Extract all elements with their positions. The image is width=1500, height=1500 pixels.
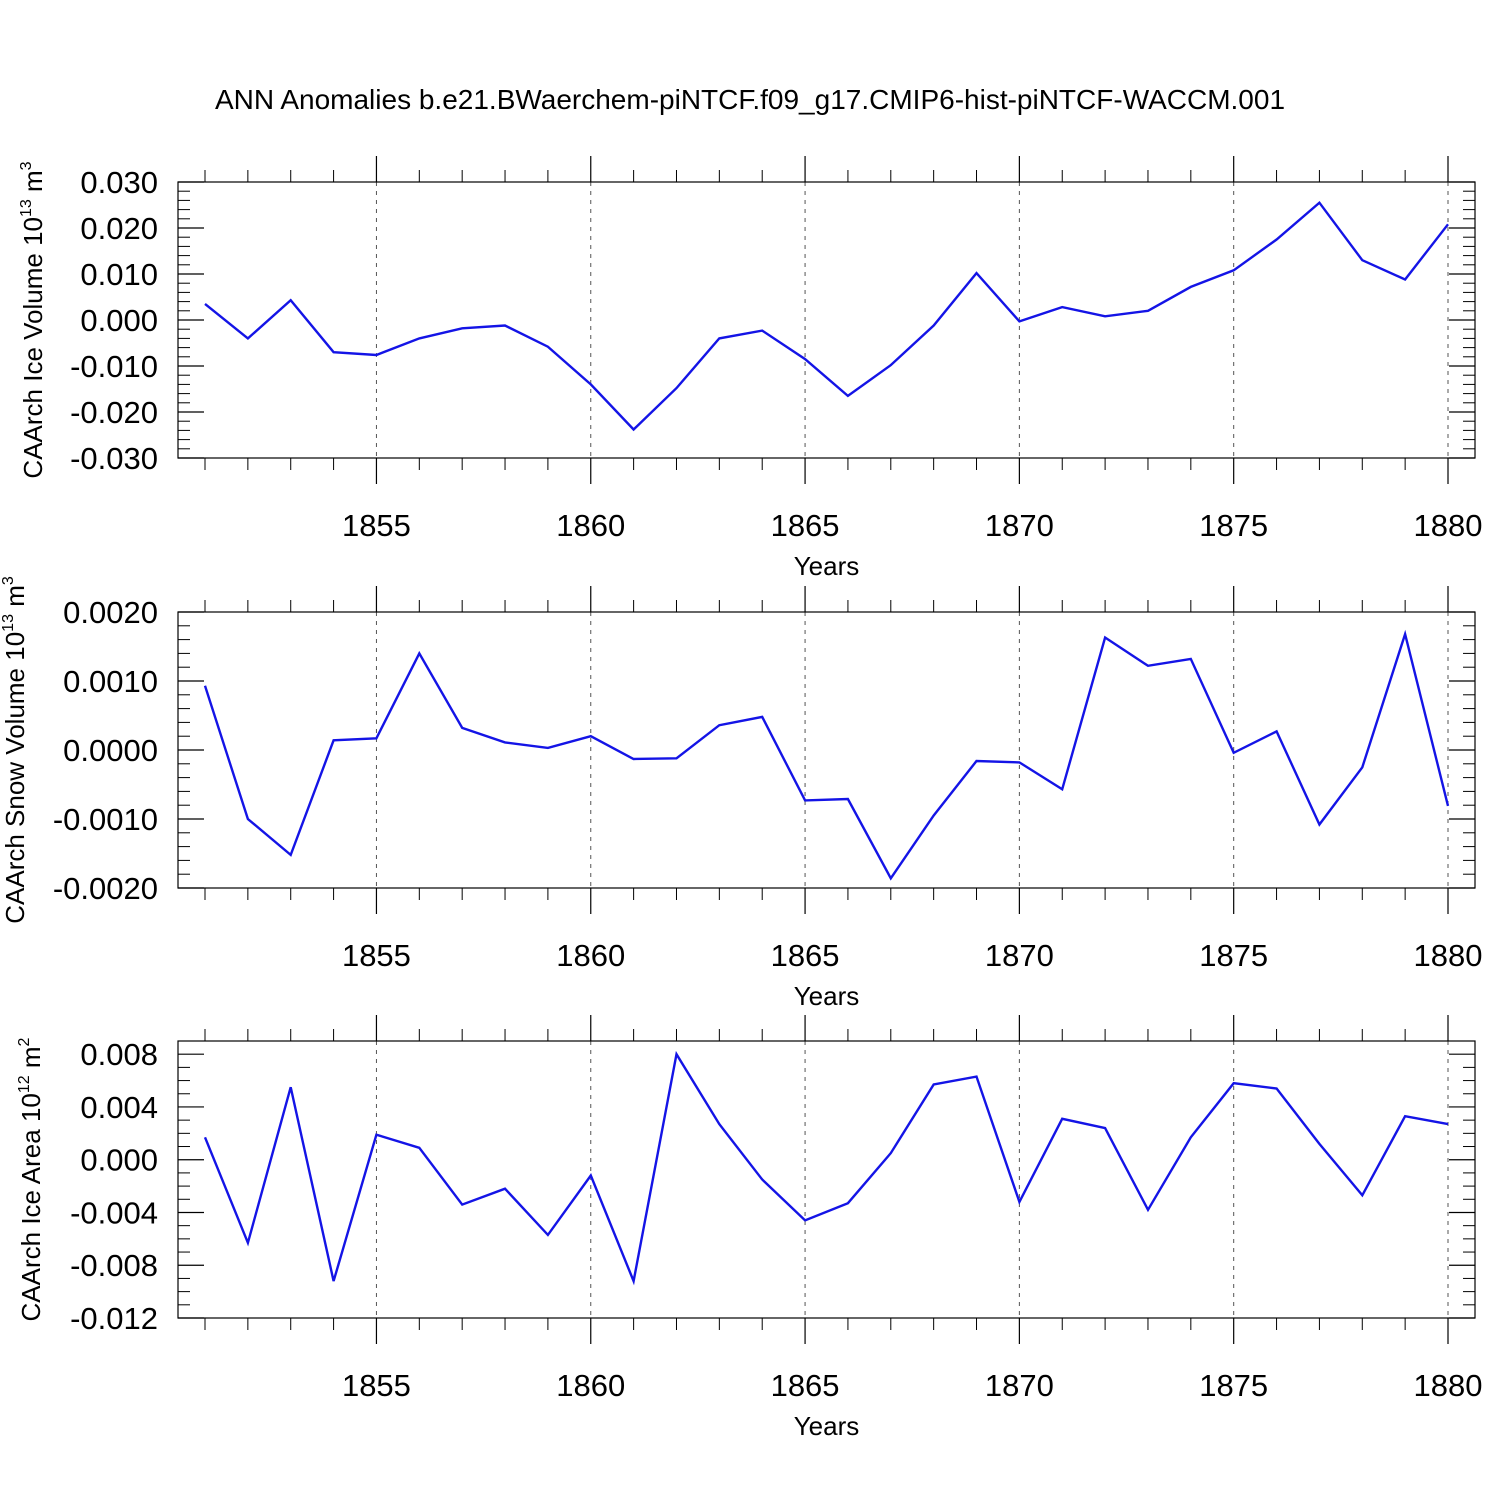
x-tick-label: 1870 (985, 1368, 1054, 1403)
y-tick-label: -0.0020 (53, 871, 158, 906)
x-tick-label: 1880 (1414, 1368, 1483, 1403)
y-tick-label: -0.020 (70, 395, 158, 430)
y-tick-label: 0.030 (80, 165, 158, 200)
y-tick-label: 0.020 (80, 211, 158, 246)
x-tick-label: 1865 (771, 938, 840, 973)
x-tick-label: 1860 (556, 938, 625, 973)
y-axis-label: CAArch Ice Volume 1013 m3 (18, 161, 48, 478)
y-tick-label: 0.0020 (63, 595, 158, 630)
x-tick-label: 1855 (342, 938, 411, 973)
y-tick-label: 0.0000 (63, 733, 158, 768)
x-tick-label: 1880 (1414, 508, 1483, 543)
series-line (203, 629, 1450, 881)
series-line (204, 200, 1449, 432)
plot-frame (177, 611, 1476, 889)
y-tick-label: 0.008 (80, 1037, 158, 1072)
x-tick-label: 1855 (342, 1368, 411, 1403)
chart-panel-2: 1855 1860 1865 1870 1875 1880 Years 0.0020 0.001… (0, 576, 1482, 1011)
x-tick-label: 1855 (342, 508, 411, 543)
figure-title: ANN Anomalies b.e21.BWaerchem-piNTCF.f09… (214, 84, 1286, 115)
x-tick-label: 1875 (1199, 1368, 1268, 1403)
y-axis-label: CAArch Ice Area 1012 m2 (16, 1037, 46, 1321)
x-tick-label: 1865 (771, 1368, 840, 1403)
y-tick-label: -0.012 (70, 1301, 158, 1336)
plot-frame (177, 1040, 1476, 1319)
y-tick-label: -0.010 (70, 349, 158, 384)
x-axis-label: Years (794, 981, 860, 1011)
y-tick-label: 0.010 (80, 257, 158, 292)
y-tick-label: 0.0010 (63, 664, 158, 699)
x-tick-label: 1875 (1199, 938, 1268, 973)
x-tick-label: 1880 (1414, 938, 1483, 973)
y-tick-label: 0.000 (80, 303, 158, 338)
plot-frame (177, 181, 1476, 459)
series-line (203, 1050, 1449, 1286)
y-tick-label: -0.030 (70, 441, 158, 476)
y-tick-label: 0.004 (80, 1090, 158, 1125)
y-tick-label: -0.0010 (53, 802, 158, 837)
x-tick-label: 1860 (556, 508, 625, 543)
x-tick-label: 1870 (985, 508, 1054, 543)
chart-panel-1: 1855 1860 1865 1870 1875 1880 Years 0.030 0.020 0… (18, 156, 1482, 581)
x-axis-label: Years (794, 551, 860, 581)
x-tick-label: 1870 (985, 938, 1054, 973)
x-tick-label: 1875 (1199, 508, 1268, 543)
x-axis-label: Years (794, 1411, 860, 1441)
x-tick-label: 1865 (771, 508, 840, 543)
y-tick-label: -0.004 (70, 1195, 158, 1230)
y-axis-label: CAArch Snow Volume 1013 m3 (0, 576, 30, 924)
x-tick-label: 1860 (556, 1368, 625, 1403)
y-tick-label: 0.000 (80, 1143, 158, 1178)
chart-panel-3: 1855 1860 1865 1870 1875 1880 Years 0.008 0.004 0… (16, 1015, 1482, 1441)
y-tick-label: -0.008 (70, 1248, 158, 1283)
